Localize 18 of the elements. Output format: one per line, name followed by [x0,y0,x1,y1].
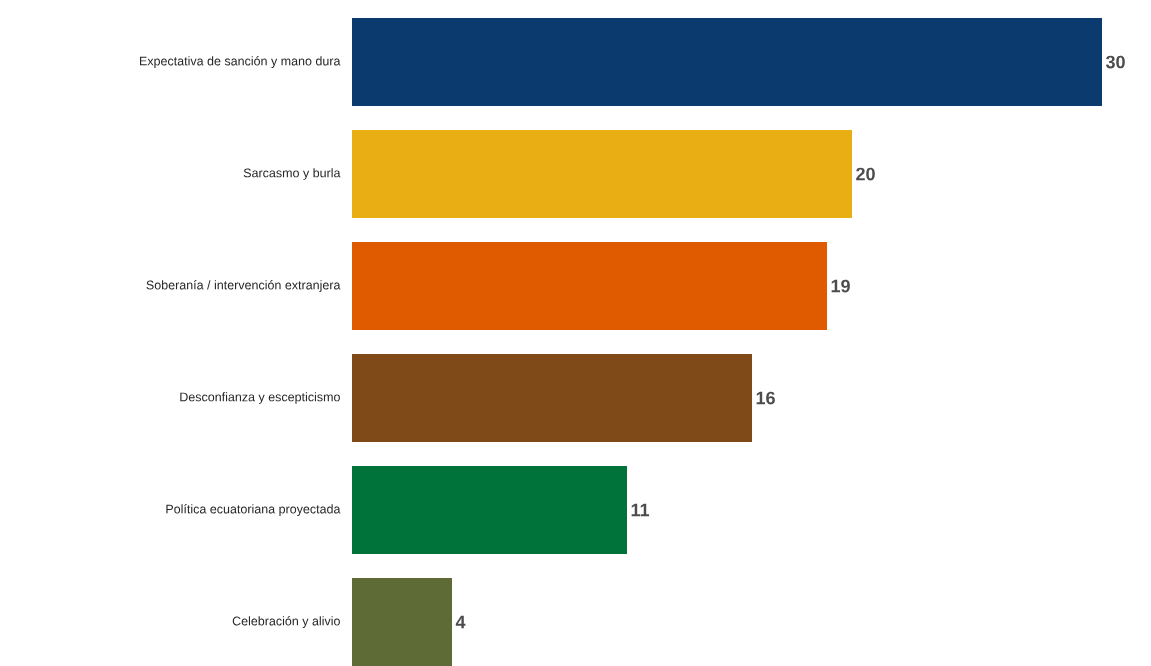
bar [352,578,452,666]
data-label: 11 [631,503,650,517]
bar [352,466,627,555]
bar [352,242,828,331]
y-tick-label: Expectativa de sanción y mano dura [140,56,341,68]
y-tick-label: Sarcasmo y burla [243,168,341,180]
y-tick-label: Política ecuatoriana proyectada [166,504,341,516]
data-label: 30 [1105,55,1125,69]
bar [352,354,753,443]
bar [352,18,1103,107]
bar [352,130,853,219]
data-label: 19 [831,279,850,293]
data-label: 16 [756,391,775,405]
y-tick-label: Soberanía / intervención extranjera [146,280,341,292]
data-label: 4 [455,615,466,629]
y-tick-label: Desconfianza y escepticismo [180,392,340,404]
data-label: 20 [856,167,875,181]
y-tick-label: Celebración y alivio [232,616,340,628]
